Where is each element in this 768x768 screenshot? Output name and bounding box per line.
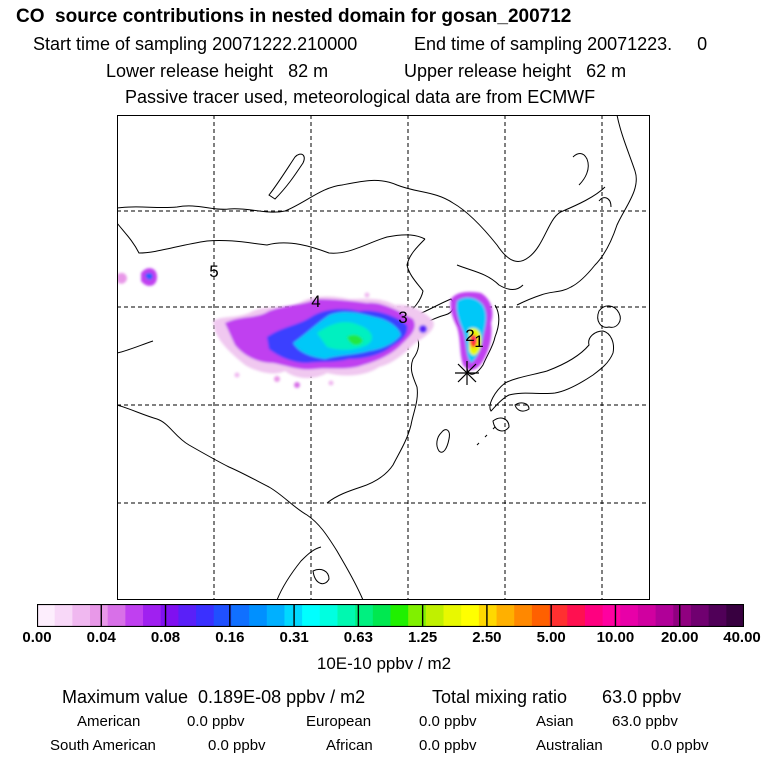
colorbar-cell — [213, 604, 233, 627]
colorbar-tick-label: 0.08 — [150, 629, 181, 646]
colorbar-cell — [531, 604, 551, 627]
region-name-australian: Australian — [536, 737, 603, 754]
colorbar-cell — [37, 604, 56, 627]
colorbar-cell — [408, 604, 427, 627]
colorbar-cell — [673, 604, 692, 627]
colorbar-tick-label: 2.50 — [472, 629, 502, 646]
receptor-star-icon — [455, 361, 479, 385]
station-marker-4: 4 — [311, 292, 320, 311]
lower-release-label: Lower release height 82 m — [106, 61, 329, 81]
region-value-australian: 0.0 ppbv — [651, 737, 709, 754]
colorbar-cell — [178, 604, 197, 627]
colorbar-tick-label: 5.00 — [536, 629, 566, 646]
map-frame — [117, 115, 650, 600]
colorbar-cell — [514, 604, 533, 627]
tracer-label: Passive tracer used, meteorological data… — [125, 87, 596, 107]
colorbar-cell — [372, 604, 392, 627]
colorbar-tick-label: 0.04 — [86, 629, 116, 646]
station-marker-5: 5 — [209, 262, 218, 281]
colorbar-cell — [690, 604, 710, 627]
colorbar-cell — [249, 604, 268, 627]
colorbar-cell — [266, 604, 286, 627]
station-marker-2: 2 — [465, 326, 474, 345]
colorbar — [37, 604, 744, 627]
colorbar-cell — [355, 604, 374, 627]
colorbar-cell — [390, 604, 409, 627]
colorbar-cell — [637, 604, 657, 627]
colorbar-cell — [72, 604, 91, 627]
region-name-african: African — [326, 737, 373, 754]
region-value-asian: 63.0 ppbv — [612, 713, 678, 730]
region-name-south-american: South American — [50, 737, 156, 754]
colorbar-tick-label: 1.25 — [408, 629, 438, 646]
region-value-european: 0.0 ppbv — [419, 713, 477, 730]
end-time-label: End time of sampling 20071223. 0 — [414, 34, 708, 54]
colorbar-cell — [425, 604, 445, 627]
colorbar-cell — [496, 604, 515, 627]
colorbar-cell — [549, 604, 568, 627]
colorbar-cell — [620, 604, 639, 627]
start-time-label: Start time of sampling 20071222.210000 — [33, 34, 358, 54]
colorbar-tick-label: 40.00 — [723, 629, 761, 646]
colorbar-tick-label: 0.00 — [22, 629, 52, 646]
colorbar-cell — [319, 604, 339, 627]
region-value-american: 0.0 ppbv — [187, 713, 245, 730]
colorbar-tick-label: 10.00 — [596, 629, 635, 646]
colorbar-cell — [107, 604, 126, 627]
colorbar-unit: 10E-10 ppbv / m2 — [316, 654, 452, 673]
total-mixing-ratio: Total mixing ratio 63.0 ppbv — [432, 687, 682, 707]
colorbar-cell — [443, 604, 462, 627]
colorbar-cell — [160, 604, 180, 627]
colorbar-cell — [708, 604, 727, 627]
colorbar-cell — [567, 604, 586, 627]
station-marker-1: 1 — [474, 332, 483, 351]
map-panel: 5 4 3 2 1 — [117, 115, 650, 600]
region-value-african: 0.0 ppbv — [419, 737, 477, 754]
colorbar-cell — [90, 604, 109, 627]
colorbar-cell — [478, 604, 498, 627]
colorbar-cell — [302, 604, 321, 627]
colorbar-cell — [461, 604, 480, 627]
concentration-plume — [117, 268, 493, 388]
colorbar-cell — [196, 604, 215, 627]
colorbar-tick-label: 0.16 — [215, 629, 245, 646]
colorbar-cell — [584, 604, 604, 627]
colorbar-cell — [726, 604, 744, 627]
colorbar-cell — [655, 604, 674, 627]
colorbar-cell — [337, 604, 356, 627]
colorbar-tick-label: 0.31 — [279, 629, 309, 646]
colorbar-cell — [231, 604, 250, 627]
region-name-european: European — [306, 713, 372, 730]
maximum-value: Maximum value 0.189E-08 ppbv / m2 — [62, 687, 366, 707]
plot-title: CO source contributions in nested domain… — [16, 6, 572, 27]
colorbar-cell — [602, 604, 621, 627]
colorbar-tick-label: 20.00 — [660, 629, 699, 646]
region-name-american: American — [77, 713, 141, 730]
station-marker-3: 3 — [398, 308, 407, 327]
region-name-asian: Asian — [536, 713, 574, 730]
colorbar-cell — [143, 604, 162, 627]
colorbar-cell — [125, 604, 144, 627]
region-value-south-american: 0.0 ppbv — [208, 737, 266, 754]
colorbar-tick-label: 0.63 — [343, 629, 373, 646]
colorbar-cell — [54, 604, 73, 627]
upper-release-label: Upper release height 62 m — [404, 61, 627, 81]
